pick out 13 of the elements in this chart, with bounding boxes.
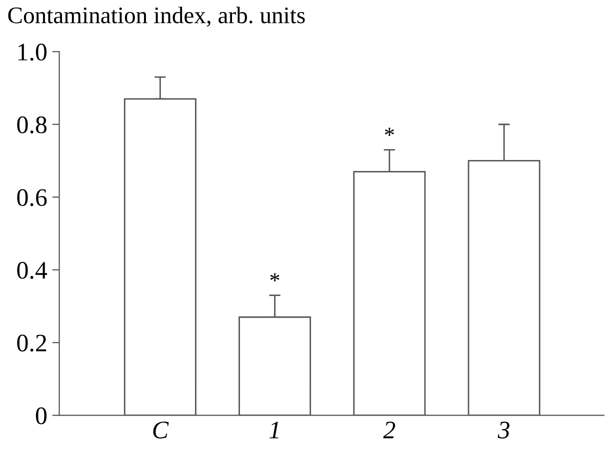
annotation: *: [270, 273, 280, 282]
y-tick-label: 0.6: [17, 189, 47, 206]
y-tick-label: 1.0: [18, 44, 47, 61]
x-tick-label: 3: [498, 422, 510, 438]
x-tick-label: C: [153, 422, 169, 438]
y-tick-label: 0: [36, 407, 47, 424]
y-tick-label: 0.8: [17, 116, 47, 134]
x-tick-label: 2: [383, 422, 396, 438]
annotation: *: [384, 128, 394, 136]
x-tick-label: 1: [269, 422, 278, 438]
y-tick-label: 0.2: [17, 334, 46, 352]
chart-title: Contamination index, arb. units: [8, 6, 305, 27]
y-tick-label: 0.4: [17, 262, 48, 279]
